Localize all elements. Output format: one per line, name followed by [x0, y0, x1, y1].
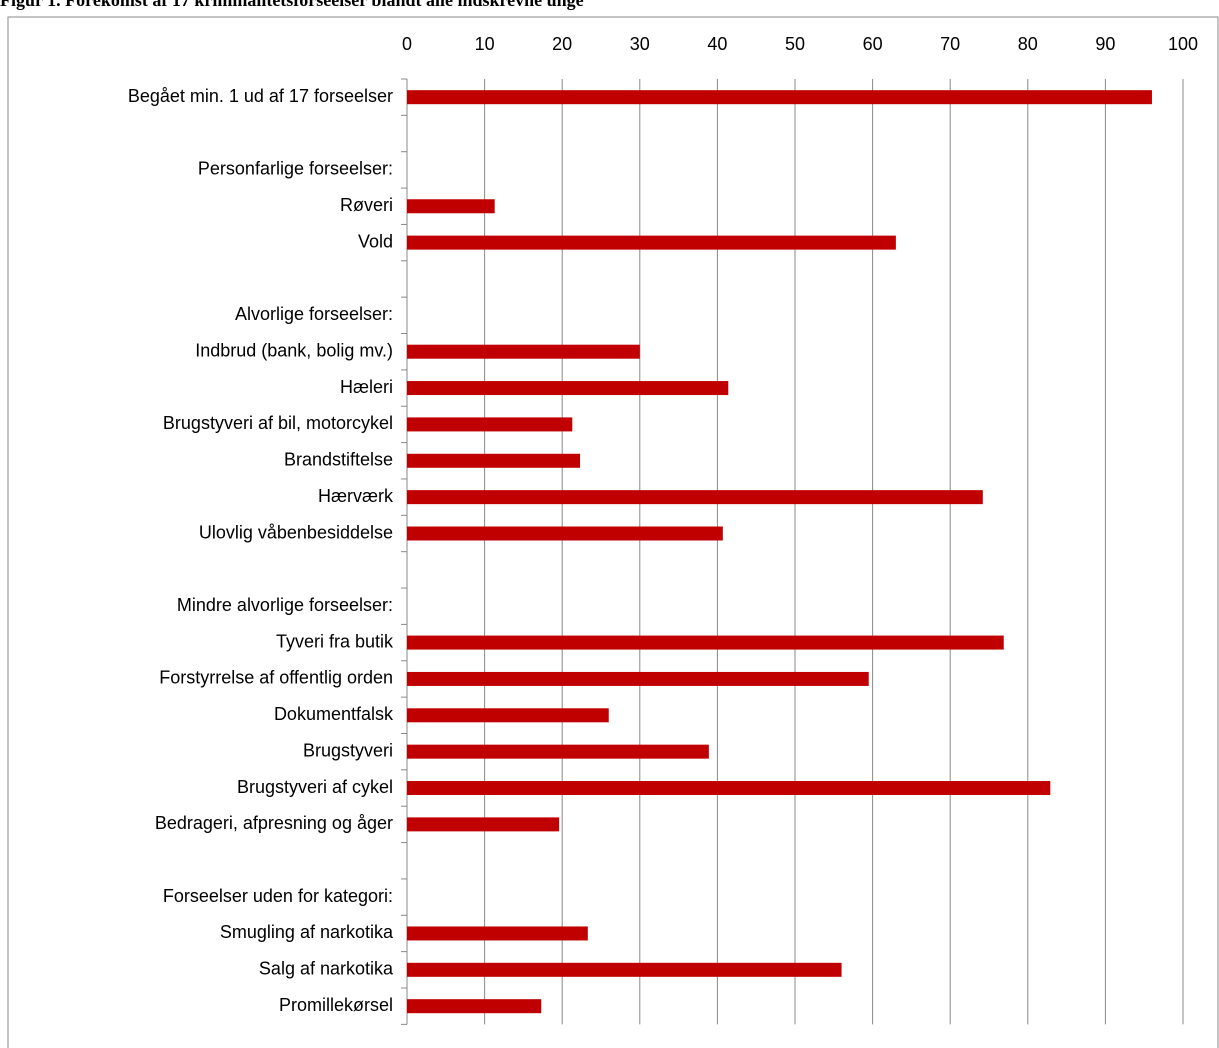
y-tick-label: Personfarlige forseelser: [198, 159, 393, 179]
y-tick-label: Hærværk [318, 486, 394, 506]
y-tick-label: Indbrud (bank, bolig mv.) [195, 340, 393, 360]
y-tick-label: Begået min. 1 ud af 17 forseelser [128, 86, 393, 106]
bar [407, 417, 573, 432]
x-tick-label: 100 [1168, 34, 1198, 54]
y-tick-label: Vold [358, 231, 393, 251]
y-tick-label: Smugling af narkotika [220, 922, 394, 942]
y-tick-label: Dokumentfalsk [274, 704, 394, 724]
y-tick-label: Hæleri [340, 377, 393, 397]
y-tick-label: Brandstiftelse [284, 450, 393, 470]
x-tick-label: 90 [1095, 34, 1115, 54]
y-tick-label: Forseelser uden for kategori: [163, 886, 393, 906]
y-tick-label: Brugstyveri [303, 740, 393, 760]
x-tick-label: 80 [1018, 34, 1038, 54]
x-tick-label: 10 [475, 34, 495, 54]
bar [407, 817, 560, 832]
chart-title: Figur 1. Forekomst af 17 kriminalitetsfo… [0, 0, 584, 10]
y-tick-label: Røveri [340, 195, 393, 215]
bar [407, 781, 1051, 796]
x-tick-label: 60 [863, 34, 883, 54]
y-tick-label: Brugstyveri af cykel [237, 777, 393, 797]
y-tick-label: Ulovlig våbenbesiddelse [199, 522, 393, 542]
bar [407, 199, 495, 214]
y-tick-label: Forstyrrelse af offentlig orden [159, 668, 393, 688]
y-tick-label: Salg af narkotika [259, 959, 394, 979]
x-tick-label: 70 [940, 34, 960, 54]
x-tick-label: 50 [785, 34, 805, 54]
y-tick-label: Promillekørsel [279, 995, 393, 1015]
bar [407, 708, 609, 723]
bar [407, 90, 1152, 105]
bar [407, 671, 869, 686]
y-tick-label: Brugstyveri af bil, motorcykel [163, 413, 393, 433]
bar [407, 490, 983, 505]
x-tick-label: 0 [402, 34, 412, 54]
y-tick-label: Tyveri fra butik [276, 631, 394, 651]
bar [407, 635, 1004, 650]
x-tick-label: 20 [552, 34, 572, 54]
bar [407, 999, 542, 1014]
y-tick-label: Alvorlige forseelser: [235, 304, 393, 324]
x-tick-label: 40 [707, 34, 727, 54]
bar [407, 381, 729, 396]
y-tick-label: Mindre alvorlige forseelser: [177, 595, 393, 615]
bar [407, 453, 581, 468]
bar [407, 526, 723, 541]
bar [407, 235, 896, 250]
chart-frame [7, 16, 1219, 1048]
x-tick-label: 30 [630, 34, 650, 54]
y-tick-label: Bedrageri, afpresning og åger [155, 813, 393, 833]
bar [407, 926, 588, 941]
bar [407, 744, 709, 759]
bar [407, 344, 640, 359]
bar [407, 962, 842, 977]
